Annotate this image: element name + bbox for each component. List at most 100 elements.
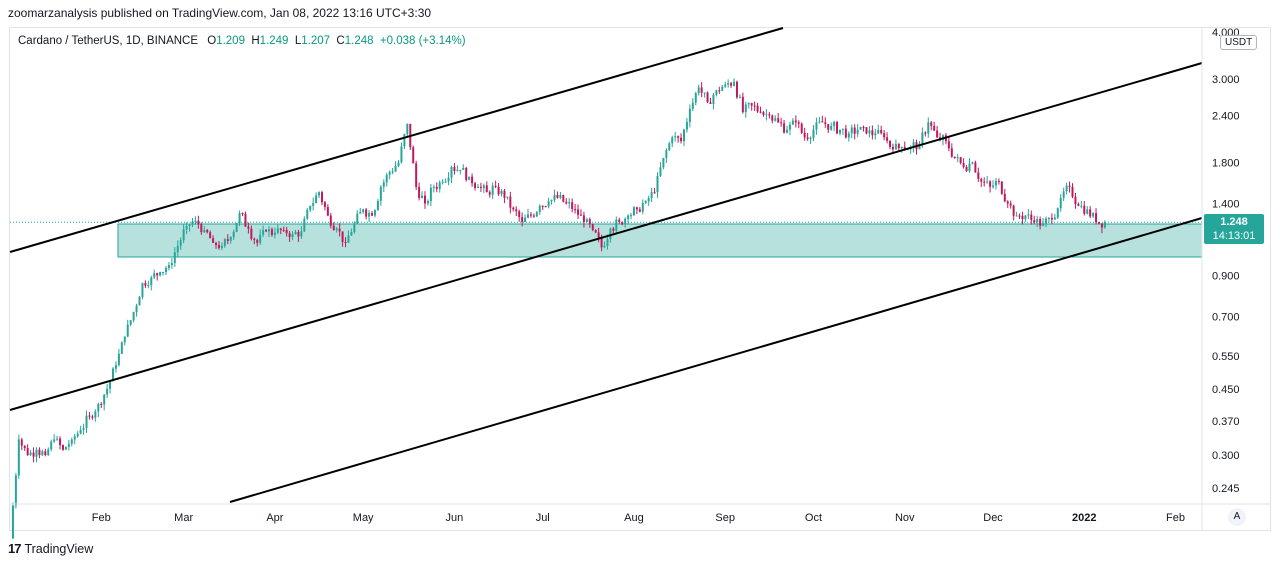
candle-body [797,122,800,124]
candle-body [768,114,771,116]
candle-body [244,213,247,227]
candle-body [256,239,259,243]
candle-body [912,142,915,147]
price-tick-label: 0.550 [1212,351,1240,363]
candle-body [209,232,212,239]
candle-body [579,214,582,216]
candle-body [953,156,956,158]
price-tick-label: 0.900 [1212,271,1240,283]
time-tick-label: Feb [92,512,111,524]
candle-body [347,235,350,243]
candle-body [674,136,677,138]
candle-body [418,186,421,199]
time-tick-label: Dec [983,512,1003,524]
candle-body [453,167,456,171]
auto-scale-button[interactable]: A [1228,508,1246,526]
candle-body [429,187,432,202]
high-label: H [251,35,260,47]
candle-body [1047,217,1050,219]
price-tick-label: 0.245 [1212,483,1240,495]
candle-body [618,219,621,222]
candle-body [609,228,612,240]
brand-name: TradingView [24,541,94,556]
candle-body [680,137,683,142]
candle-body [120,342,123,354]
candle-body [574,209,577,211]
candle-body [827,124,830,130]
candle-body [426,201,429,204]
candle-body [974,162,977,173]
candle-body [889,140,892,147]
candle-body [718,90,721,92]
candle-body [724,84,727,87]
candle-body [933,125,936,131]
candle-body [215,242,218,246]
candle-body [585,219,588,222]
high-value: 1.249 [259,35,289,47]
candle-body [741,96,744,113]
candle-body [129,320,132,325]
candle-body [880,129,883,134]
candle-body [365,209,368,217]
candle-body [556,195,559,198]
candle-body [182,229,185,241]
channel-lines [9,27,1203,503]
candle-body [582,215,585,222]
candle-body [765,114,768,116]
candle-body [1015,215,1018,217]
candle-body [17,439,20,476]
candle-body [164,268,167,272]
candle-body [279,228,282,230]
candle-body [1083,205,1086,214]
chart-frame[interactable] [9,27,1271,531]
candle-body [38,449,41,456]
candle-body [721,86,724,91]
time-tick-label: Sep [715,512,735,524]
candle-body [521,217,524,222]
candle-body [656,175,659,193]
candle-body [397,162,400,166]
candle-body [959,157,962,163]
time-tick-label: Jul [536,512,550,524]
candle-body [809,137,812,139]
currency-unit-badge[interactable]: USDT [1220,35,1258,50]
price-tick-label: 2.400 [1212,110,1240,122]
candle-body [529,214,532,216]
candle-body [332,225,335,231]
candle-body [518,211,521,218]
candle-body [594,230,597,233]
change-value: +0.038 (+3.14%) [379,35,466,47]
candle-body [485,185,488,193]
candle-body [371,213,374,216]
candle-body [780,122,783,124]
candle-body [373,210,376,216]
candle-body [1006,201,1009,204]
candle-body [1045,218,1048,224]
candle-body [300,231,303,237]
candle-body [994,181,997,186]
candle-body [621,221,624,225]
candle-body [123,336,126,343]
candle-body [803,132,806,138]
candle-body [682,129,685,142]
candle-body [506,196,509,198]
candle-body [61,445,64,450]
candle-body [727,83,730,85]
candle-body [85,415,88,429]
candle-body [647,198,650,202]
candle-body [329,215,332,226]
candle-body [1050,217,1053,220]
candle-body [297,231,300,237]
candle-body [962,162,965,168]
time-tick-label: Mar [174,512,193,524]
candle-body [871,130,874,136]
candle-body [253,238,256,240]
candle-body [406,123,409,135]
candle-body [750,103,753,106]
candle-body [194,220,197,222]
candle-body [268,229,271,232]
candle-body [971,162,974,164]
candle-body [665,150,668,158]
candle-body [847,133,850,138]
